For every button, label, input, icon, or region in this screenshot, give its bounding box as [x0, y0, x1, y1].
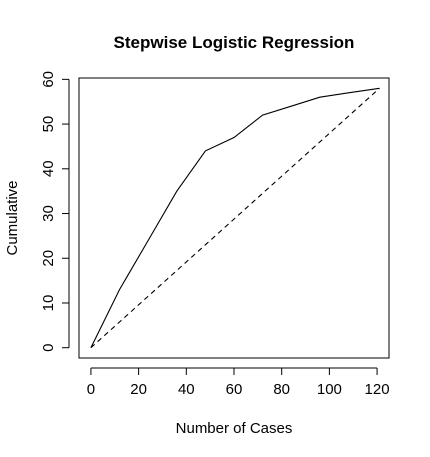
x-axis-label: Number of Cases: [176, 420, 293, 437]
x-tick-label: 0: [87, 381, 95, 398]
y-axis-label: Cumulative: [4, 180, 21, 255]
x-tick-label: 60: [226, 381, 243, 398]
cumulative-gain-line: [90, 87, 380, 348]
x-tick-label: 100: [317, 381, 342, 398]
x-axis: 0 20 40 60 80 100 120: [87, 367, 390, 398]
baseline-dashed-line: [90, 87, 380, 349]
x-tick-label: 120: [365, 381, 390, 398]
x-tick-label: 20: [130, 381, 147, 398]
x-tick-label: 40: [178, 381, 195, 398]
y-tick-label: 20: [40, 250, 57, 267]
chart-title: Stepwise Logistic Regression: [114, 33, 355, 52]
x-tick-label: 80: [273, 381, 290, 398]
y-tick-label: 30: [40, 205, 57, 222]
y-tick-label: 40: [40, 160, 57, 177]
series-layer: [90, 87, 380, 349]
y-axis: 0 10 20 30 40 50 60: [40, 71, 70, 352]
plot-area: [78, 77, 390, 359]
y-tick-label: 60: [40, 71, 57, 88]
y-tick-label: 50: [40, 116, 57, 133]
y-tick-label: 0: [40, 344, 57, 352]
y-tick-label: 10: [40, 295, 57, 312]
